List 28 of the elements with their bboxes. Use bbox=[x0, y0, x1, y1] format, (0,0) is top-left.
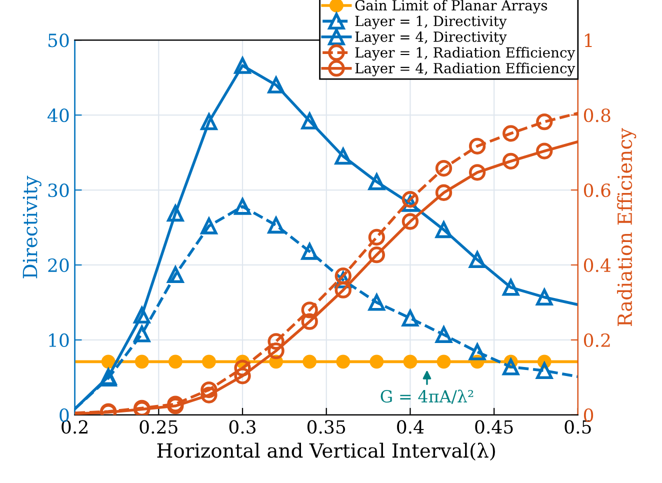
y2-tick-label: 0.8 bbox=[584, 108, 610, 122]
x-tick-label: 0.5 bbox=[564, 420, 591, 434]
y-tick-label: 40 bbox=[48, 108, 69, 122]
y2-tick-label: 0.4 bbox=[584, 258, 611, 272]
x-tick-label: 0.2 bbox=[62, 420, 88, 434]
legend-label: Gain Limit of Planar Arrays bbox=[355, 0, 548, 14]
y2-axis-title: Radiation Efficiency bbox=[617, 128, 636, 326]
x-tick-label: 0.3 bbox=[229, 420, 256, 434]
y-tick-label: 10 bbox=[49, 333, 69, 348]
legend-label: Layer = 1, Radiation Efficiency bbox=[355, 46, 576, 61]
y-axis-title: Directivity bbox=[22, 176, 42, 278]
y-tick-label: 0 bbox=[60, 408, 69, 422]
y2-tick-label: 0.2 bbox=[584, 333, 610, 348]
legend-label: Layer = 1, Directivity bbox=[355, 16, 507, 30]
y2-tick-label: 0.6 bbox=[584, 183, 610, 198]
x-tick-label: 0.4 bbox=[397, 420, 424, 434]
y2-tick-label: 0 bbox=[584, 408, 594, 422]
x-tick-label: 0.25 bbox=[140, 420, 178, 434]
y-tick-label: 20 bbox=[48, 258, 69, 272]
legend-label: Layer = 4, Radiation Efficiency bbox=[355, 62, 576, 76]
y-tick-label: 50 bbox=[48, 34, 69, 48]
x-tick-label: 0.35 bbox=[307, 420, 346, 434]
y-tick-label: 30 bbox=[48, 183, 69, 198]
y2-tick-label: 1 bbox=[584, 34, 592, 47]
annotation: G = 4πA/λ² bbox=[380, 390, 474, 404]
x-tick-label: 0.45 bbox=[475, 420, 513, 434]
legend-label: Layer = 4, Directivity bbox=[355, 31, 507, 45]
x-axis-title: Horizontal and Vertical Interval(λ) bbox=[157, 442, 495, 461]
